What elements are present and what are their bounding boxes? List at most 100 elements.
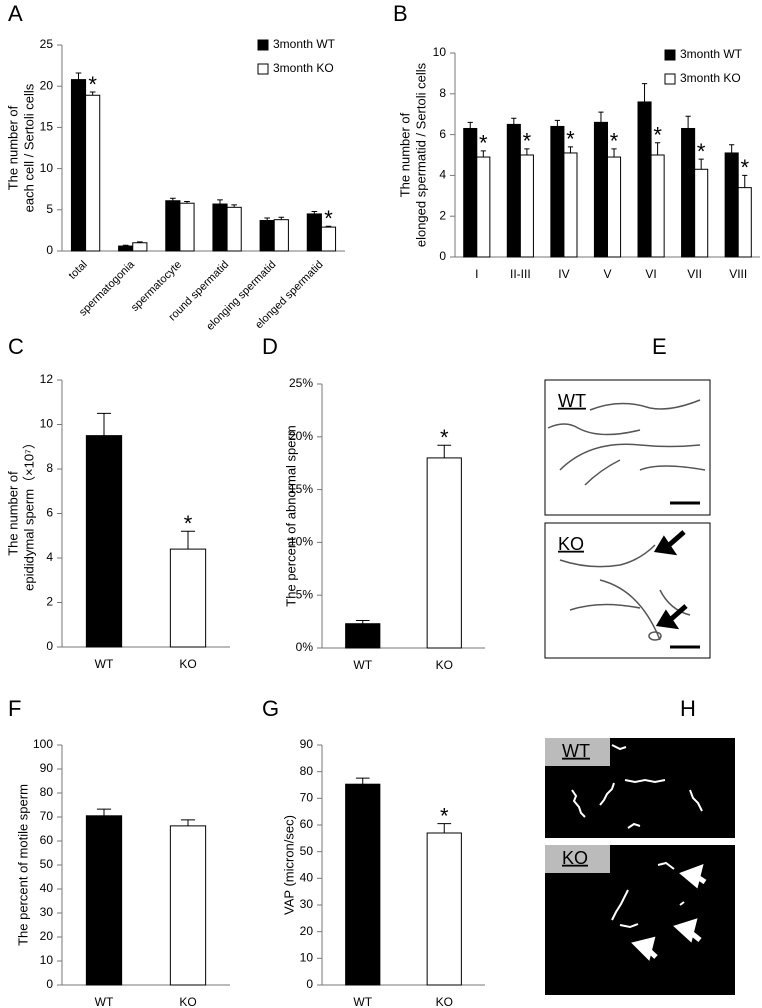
error-bar (729, 144, 735, 153)
y-tick-label: 90 (40, 761, 54, 775)
y-tick-label: 90 (300, 737, 314, 751)
x-tick-label: I (475, 267, 478, 281)
x-tick-label: II-III (510, 267, 531, 281)
y-axis-label: epididymal sperm（×10⁷） (21, 436, 36, 591)
y-tick-label: 70 (300, 791, 314, 805)
error-bar (511, 117, 517, 125)
error-bar (231, 204, 237, 208)
image-label: WT (562, 741, 590, 761)
legend-swatch (257, 39, 269, 51)
image-frame (544, 522, 711, 659)
y-tick-label: 10 (40, 953, 54, 967)
arrow (655, 604, 688, 630)
y-tick-label: 2 (439, 208, 446, 222)
error-bar (641, 83, 648, 102)
label-box (545, 738, 610, 766)
error-bar (437, 823, 452, 833)
image-frame (544, 379, 711, 516)
y-tick-label: 30 (300, 897, 314, 911)
x-tick-label: VIII (729, 267, 747, 281)
x-tick-label: KO (179, 657, 196, 671)
y-tick-label: 0 (46, 243, 53, 257)
micrograph-e (544, 379, 711, 659)
arrow (673, 918, 702, 943)
error-bar (480, 150, 486, 158)
y-axis-label: The number of (397, 112, 412, 197)
bar (85, 435, 123, 648)
y-tick-label: 80 (40, 785, 54, 799)
image-label: WT (558, 391, 586, 411)
y-axis-label: VAP (micron/sec) (281, 815, 296, 915)
significance-mark: * (697, 139, 706, 164)
y-tick-label: 0 (46, 977, 53, 991)
y-tick-label: 50 (40, 857, 54, 871)
y-tick-label: 60 (300, 817, 314, 831)
y-tick-label: 8 (439, 86, 446, 100)
bar (132, 242, 148, 252)
y-tick-label: 15 (40, 120, 54, 134)
bar (85, 94, 101, 252)
y-tick-label: 70 (40, 809, 54, 823)
bar (426, 832, 462, 986)
panel-letter: A (8, 1, 23, 26)
y-tick-label: 12 (40, 372, 54, 386)
bar (463, 127, 478, 258)
y-axis-label: The percent of abnormal sperm (283, 425, 298, 606)
x-tick-label: VII (687, 267, 702, 281)
y-tick-label: 10 (433, 45, 447, 59)
x-tick-label: WT (95, 657, 114, 671)
arrow (631, 936, 658, 961)
significance-mark: * (610, 129, 619, 154)
image-label: KO (562, 848, 588, 868)
bar (550, 125, 565, 258)
y-tick-label: 50 (300, 844, 314, 858)
y-tick-label: 30 (40, 905, 54, 919)
error-bar (96, 808, 112, 816)
x-tick-label: WT (353, 658, 372, 672)
bar (563, 152, 578, 258)
bar (345, 623, 381, 649)
error-bar (567, 146, 574, 153)
bar (650, 154, 665, 258)
y-axis-label: elonged spermatid / Sertoli cells (413, 62, 428, 247)
x-tick-label: IV (558, 267, 569, 281)
bar (506, 123, 521, 258)
y-tick-label: 40 (300, 871, 314, 885)
y-tick-label: 20 (40, 78, 54, 92)
error-bar (467, 121, 473, 129)
legend-swatch (257, 63, 269, 75)
error-bar (75, 72, 82, 80)
error-bar (264, 217, 271, 221)
error-bar (180, 530, 196, 550)
error-bar (325, 225, 332, 228)
legend-label: 3month KO (273, 61, 334, 75)
bar (607, 156, 622, 258)
y-tick-label: 60 (40, 833, 54, 847)
x-tick-label: KO (436, 658, 453, 672)
error-bar (180, 819, 196, 826)
significance-mark: * (440, 803, 449, 828)
error-bar (311, 210, 318, 214)
x-tick-label: VI (645, 267, 656, 281)
significance-mark: * (566, 127, 575, 152)
error-bar (96, 412, 112, 436)
bar (345, 783, 381, 986)
bar (694, 168, 709, 258)
y-tick-label: 10 (300, 951, 314, 965)
bar (169, 825, 207, 986)
tracks (571, 744, 703, 829)
y-axis-label: each cell / Sertoli cells (21, 83, 36, 212)
error-bar (136, 241, 143, 243)
error-bar (184, 201, 190, 204)
sperm-shapes (547, 399, 706, 486)
y-axis-label: The number of (5, 105, 20, 190)
y-axis-label: The number of (5, 471, 20, 556)
bar (165, 200, 181, 252)
error-bar (437, 444, 452, 458)
y-tick-label: 6 (439, 127, 446, 141)
x-tick-label: WT (353, 995, 372, 1008)
significance-mark: * (440, 425, 449, 450)
significance-mark: * (88, 72, 97, 97)
